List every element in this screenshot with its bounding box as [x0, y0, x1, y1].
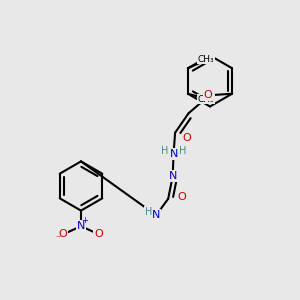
Text: O: O	[183, 133, 191, 143]
Text: N: N	[152, 210, 160, 220]
Text: N: N	[169, 171, 177, 181]
Text: O: O	[204, 90, 212, 100]
Text: N: N	[77, 221, 85, 231]
Text: H: H	[161, 146, 168, 156]
Text: O: O	[94, 229, 103, 239]
Text: +: +	[82, 216, 88, 225]
Text: H: H	[179, 146, 186, 156]
Text: O: O	[177, 192, 186, 202]
Text: ⁻: ⁻	[55, 234, 61, 244]
Text: CH₃: CH₃	[198, 95, 214, 104]
Text: O: O	[58, 229, 68, 239]
Text: H: H	[145, 207, 152, 217]
Text: CH₃: CH₃	[198, 55, 214, 64]
Text: N: N	[169, 149, 178, 159]
